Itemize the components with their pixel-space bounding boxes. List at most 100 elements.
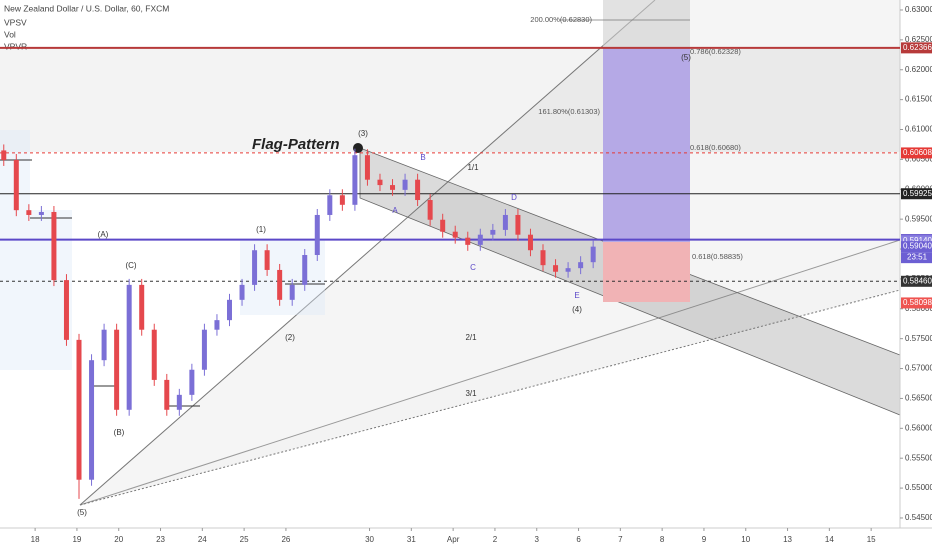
indicator: Vol [4,29,16,39]
price-tag [901,147,932,159]
x-tick-label: Apr [447,535,460,544]
candle-body [277,269,283,300]
y-tick-label: 0.61500 [905,95,932,104]
y-tick-label: 0.57000 [905,364,932,373]
candle-body [239,284,245,300]
candle-body [327,195,333,215]
price-tag-label: 0.59140 [903,236,932,245]
candle-body [427,200,433,220]
candle-body [76,339,82,480]
x-tick-label: 24 [198,535,207,544]
y-tick-label: 0.60500 [905,154,932,163]
wave-label: E [574,291,579,300]
wave-label: (3) [358,129,368,138]
wave-label: (4) [572,305,582,314]
x-tick-label: 10 [741,535,750,544]
x-tick-label: 26 [281,535,290,544]
candle-body [139,284,145,330]
x-tick-label: 18 [31,535,40,544]
candle-body [352,155,358,205]
candle-body [477,234,483,245]
candle-body [364,155,370,180]
price-tag [901,275,932,287]
y-tick-label: 0.62000 [905,65,932,74]
price-tag [901,42,932,54]
x-tick-label: 3 [535,535,540,544]
x-tick-label: 2 [493,535,498,544]
y-tick-label: 0.61000 [905,125,932,134]
candle-body [402,179,408,190]
candle-body [490,229,496,235]
candle-body [26,210,32,215]
y-tick-label: 0.63000 [905,5,932,14]
x-tick-label: 19 [72,535,81,544]
price-tag-label: 0.58460 [903,276,932,285]
candle-body [377,179,383,186]
y-tick-label: 0.59500 [905,214,932,223]
stop-box [603,242,690,302]
candle-body [339,195,345,205]
candle-body [314,214,320,256]
x-tick-label: 8 [660,535,665,544]
fib-label: 200.00%(0.62830) [530,15,592,24]
price-tag [901,297,932,309]
x-tick-label: 15 [867,535,876,544]
x-tick-label: 7 [618,535,623,544]
wave-label: D [511,193,517,202]
header: New Zealand Dollar / U.S. Dollar, 60, FX… [4,3,169,51]
gann-line [79,0,656,506]
wave-label: A [392,206,398,215]
countdown: 23:51 [907,253,928,262]
wave-label: (5) [681,53,691,62]
fib-label: 0.618(0.60680) [690,143,741,152]
indicator: VPVR [4,41,27,51]
wave-label: C [470,263,476,272]
candle-body [590,246,596,263]
y-tick-label: 0.55000 [905,483,932,492]
fib-label: 0.786(0.62328) [690,47,741,56]
candle-body [390,185,396,190]
pattern-label: Flag-Pattern [252,136,340,153]
x-tick-label: 14 [825,535,834,544]
fib-box [603,0,690,48]
y-tick-label: 0.55500 [905,453,932,462]
candle-body [415,179,421,201]
candle-body [302,255,308,285]
price-tag-label: 0.62366 [903,43,932,52]
candles [1,144,596,499]
x-tick-label: 6 [576,535,581,544]
wave-label: 2/1 [465,333,477,342]
wave-label: B [420,153,425,162]
price-tag [901,241,932,253]
wave-label: (C) [125,261,136,270]
x-tick-label: 9 [702,535,707,544]
candle-body [502,214,508,230]
flag-point [353,143,363,153]
wave-label: (2) [285,333,295,342]
fib-label: 161.80%(0.61303) [538,107,600,116]
x-tick-label: 31 [407,535,416,544]
candle-body [1,150,7,160]
candle-body [565,268,571,272]
y-tick-label: 0.56000 [905,423,932,432]
candle-body [89,360,95,480]
y-tick-label: 0.56500 [905,394,932,403]
candle-body [578,262,584,269]
candle-body [201,329,207,370]
candle-body [126,284,132,410]
price-tag-label: 0.60608 [903,148,932,157]
gann-line [79,239,901,506]
candle-body [164,379,170,410]
candle-body [465,237,471,245]
price-tag-label: 0.59925 [903,189,932,198]
candle-body [38,211,44,215]
indicator: VPSV [4,17,27,27]
drawings [0,0,901,506]
wave-label: (B) [114,428,125,437]
x-tick-label: 30 [365,535,374,544]
x-tick-label: 20 [114,535,123,544]
candle-body [540,250,546,266]
price-tag-label: 0.58098 [903,298,932,307]
price-tag [901,188,932,200]
x-tick-label: 23 [156,535,165,544]
